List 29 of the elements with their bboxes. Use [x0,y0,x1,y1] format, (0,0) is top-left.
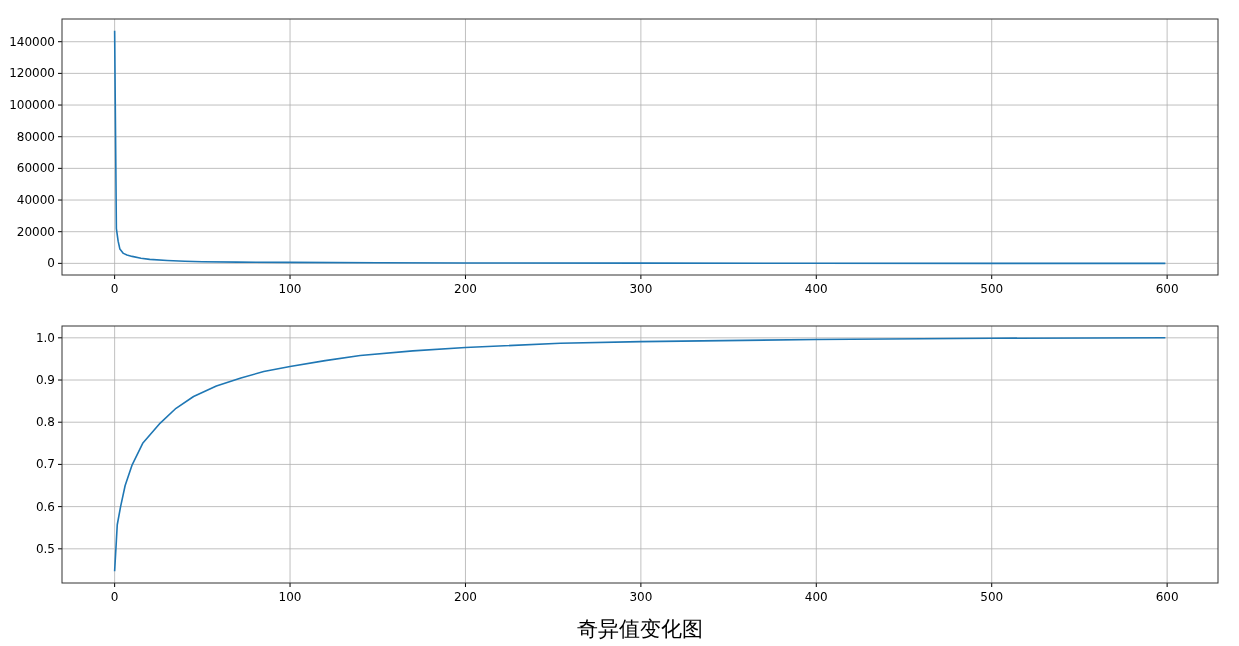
y-tick-label: 100000 [9,98,55,113]
y-tick-label: 0.5 [35,541,55,556]
y-tick-label: 120000 [9,66,55,81]
y-tick-label: 0.8 [35,415,55,430]
x-tick-label: 500 [980,590,1004,604]
y-tick-label: 0.6 [35,499,55,514]
x-tick-label: 600 [1155,590,1179,604]
x-tick-label: 200 [454,282,477,296]
y-tick-label: 20000 [16,224,55,239]
x-axis-title: 奇异值变化图 [577,617,703,641]
x-tick-label: 300 [629,282,653,296]
x-tick-label: 100 [278,282,302,296]
x-tick-label: 0 [110,282,119,296]
x-tick-label: 600 [1155,282,1179,296]
x-tick-label: 500 [980,282,1004,296]
x-tick-label: 400 [804,590,828,604]
y-tick-label: 140000 [9,34,55,49]
x-tick-label: 0 [110,590,119,604]
y-tick-label: 40000 [16,193,55,208]
y-tick-label: 0 [47,256,55,271]
y-tick-label: 0.7 [35,457,55,472]
y-tick-label: 0.9 [35,373,55,388]
x-tick-label: 200 [454,590,477,604]
x-tick-label: 100 [278,590,302,604]
y-tick-label: 1.0 [35,330,55,345]
y-tick-label: 60000 [16,161,55,176]
x-tick-label: 400 [804,282,828,296]
y-tick-label: 80000 [16,129,55,144]
x-tick-label: 300 [629,590,653,604]
